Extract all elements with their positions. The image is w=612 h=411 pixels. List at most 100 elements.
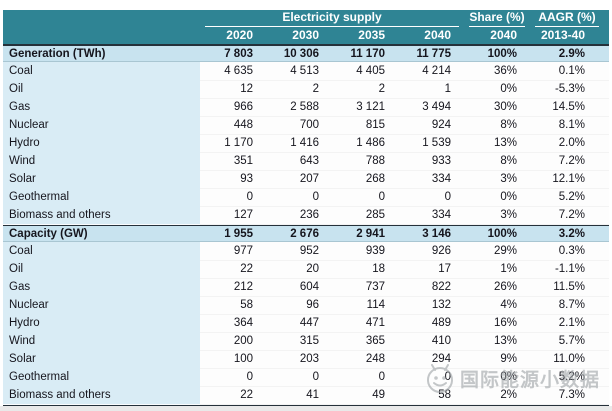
row-label: Oil	[3, 80, 200, 99]
cell-2030: 41	[266, 386, 332, 405]
table-row: Nuclear 448 700 815 924 8% 8.1%	[3, 116, 609, 135]
cell-2035: 248	[332, 350, 398, 369]
table-header: Electricity supply Share (%) AAGR (%) 20…	[3, 10, 609, 44]
cell-share-2040: 13%	[464, 134, 530, 153]
cell-aagr: 2.9%	[558, 48, 585, 60]
row-label: Gas	[3, 278, 200, 297]
table-row: Hydro 1 170 1 416 1 486 1 539 13% 2.0%	[3, 134, 609, 153]
aagr-period-col: 2013-40	[540, 28, 585, 42]
cell-2030: 700	[266, 116, 332, 135]
header-group-electricity-supply: Electricity supply	[200, 10, 464, 27]
row-label: Solar	[3, 350, 200, 369]
cell-2040: 294	[398, 350, 464, 369]
cell-aagr: 5.7%	[530, 332, 609, 351]
cell-2035: 939	[332, 242, 398, 261]
cell-share-2040: 0%	[464, 188, 530, 207]
table-row: Biomass and others 22 41 49 58 2% 7.3%	[3, 386, 609, 405]
cell-share-2040: 30%	[464, 98, 530, 117]
cell-aagr: 2.1%	[530, 314, 609, 333]
header-group-row: Electricity supply Share (%) AAGR (%)	[3, 10, 609, 27]
table-row: Coal 977 952 939 926 29% 0.3%	[3, 242, 609, 261]
table-row: Gas 966 2 588 3 121 3 494 30% 14.5%	[3, 98, 609, 117]
cell-share-2040: 100%	[487, 228, 517, 240]
cell-2035: 815	[332, 116, 398, 135]
cell-2040: 3 494	[398, 98, 464, 117]
cell-2030: 315	[266, 332, 332, 351]
row-label: Gas	[3, 98, 200, 117]
cell-2020: 966	[200, 98, 266, 117]
table-row: Geothermal 0 0 0 0 0% 5.2%	[3, 188, 609, 207]
table-row: Coal 4 635 4 513 4 405 4 214 36% 0.1%	[3, 62, 609, 81]
table-row: Gas 212 604 737 822 26% 11.5%	[3, 278, 609, 297]
cell-2040: 3 146	[422, 228, 451, 240]
cell-aagr: 7.2%	[530, 206, 609, 225]
row-label: Coal	[3, 62, 200, 81]
cell-2020: 212	[200, 278, 266, 297]
table-row: Oil 12 2 2 1 0% -5.3%	[3, 80, 609, 99]
row-label: Generation (TWh)	[9, 48, 106, 60]
cell-2030: 20	[266, 260, 332, 279]
row-label: Oil	[3, 260, 200, 279]
cell-2040: 11 775	[416, 48, 451, 60]
year-col-2040: 2040	[424, 28, 451, 42]
header-years-row: 2020 2030 2035 2040 2040 2013-40	[3, 27, 609, 44]
row-label: Biomass and others	[3, 206, 200, 225]
cell-aagr: 2.0%	[530, 134, 609, 153]
cell-aagr: 0.1%	[530, 62, 609, 81]
cell-2040: 0	[398, 368, 464, 387]
cell-2030: 0	[266, 188, 332, 207]
cell-aagr: 11.5%	[530, 278, 609, 297]
cell-2030: 1 416	[266, 134, 332, 153]
header-group-share: Share (%)	[464, 10, 530, 27]
table-row: Nuclear 58 96 114 132 4% 8.7%	[3, 296, 609, 315]
cell-share-2040: 26%	[464, 278, 530, 297]
cell-aagr: 3.2%	[558, 228, 585, 240]
cell-2030: 447	[266, 314, 332, 333]
cell-2035: 18	[332, 260, 398, 279]
row-label: Geothermal	[3, 368, 200, 387]
cell-2040: 1	[398, 80, 464, 99]
header-empty-cell	[3, 27, 200, 44]
cell-2030: 203	[266, 350, 332, 369]
cell-aagr: 8.1%	[530, 116, 609, 135]
cell-2030: 10 306	[283, 48, 319, 60]
cell-aagr: 14.5%	[530, 98, 609, 117]
cell-aagr: -1.1%	[530, 260, 609, 279]
cell-2020: 58	[200, 296, 266, 315]
cell-2035: 4 405	[332, 62, 398, 81]
cell-2020: 4 635	[200, 62, 266, 81]
row-label: Biomass and others	[3, 386, 200, 405]
cell-share-2040: 36%	[464, 62, 530, 81]
cell-2040: 924	[398, 116, 464, 135]
electricity-supply-table: Electricity supply Share (%) AAGR (%) 20…	[3, 10, 609, 406]
cell-2035: 268	[332, 170, 398, 189]
section-header-row: Capacity (GW) 1 955 2 676 2 941 3 146 10…	[3, 224, 609, 242]
cell-share-2040: 16%	[464, 314, 530, 333]
row-label: Wind	[3, 152, 200, 171]
cell-share-2040: 4%	[464, 296, 530, 315]
row-label: Nuclear	[3, 116, 200, 135]
cell-aagr: 7.3%	[530, 386, 609, 405]
aagr-label: AAGR (%)	[535, 10, 599, 27]
cell-share-2040: 9%	[464, 350, 530, 369]
cell-share-2040: 3%	[464, 206, 530, 225]
section-header-row: Generation (TWh) 7 803 10 306 11 170 11 …	[3, 44, 609, 62]
table-row: Geothermal 0 0 0 0 0% 5.2%	[3, 368, 609, 387]
cell-aagr: 8.7%	[530, 296, 609, 315]
cell-2020: 7 803	[224, 48, 253, 60]
cell-2030: 643	[266, 152, 332, 171]
cell-2030: 952	[266, 242, 332, 261]
cell-2030: 2	[266, 80, 332, 99]
cell-share-2040: 0%	[464, 368, 530, 387]
cell-aagr: 0.3%	[530, 242, 609, 261]
cell-2035: 49	[332, 386, 398, 405]
header-group-aagr: AAGR (%)	[530, 10, 609, 27]
cell-aagr: 11.0%	[530, 350, 609, 369]
cell-2040: 132	[398, 296, 464, 315]
cell-share-2040: 2%	[464, 386, 530, 405]
cell-2035: 114	[332, 296, 398, 315]
table-body: Generation (TWh) 7 803 10 306 11 170 11 …	[3, 44, 609, 406]
cell-2035: 365	[332, 332, 398, 351]
cell-2020: 351	[200, 152, 266, 171]
cell-2040: 489	[398, 314, 464, 333]
